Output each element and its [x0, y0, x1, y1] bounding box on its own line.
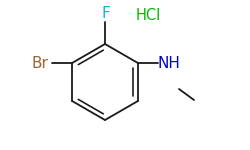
- Text: NH: NH: [158, 56, 180, 70]
- Text: F: F: [102, 6, 110, 21]
- Text: HCl: HCl: [136, 8, 160, 22]
- Text: Br: Br: [32, 56, 48, 70]
